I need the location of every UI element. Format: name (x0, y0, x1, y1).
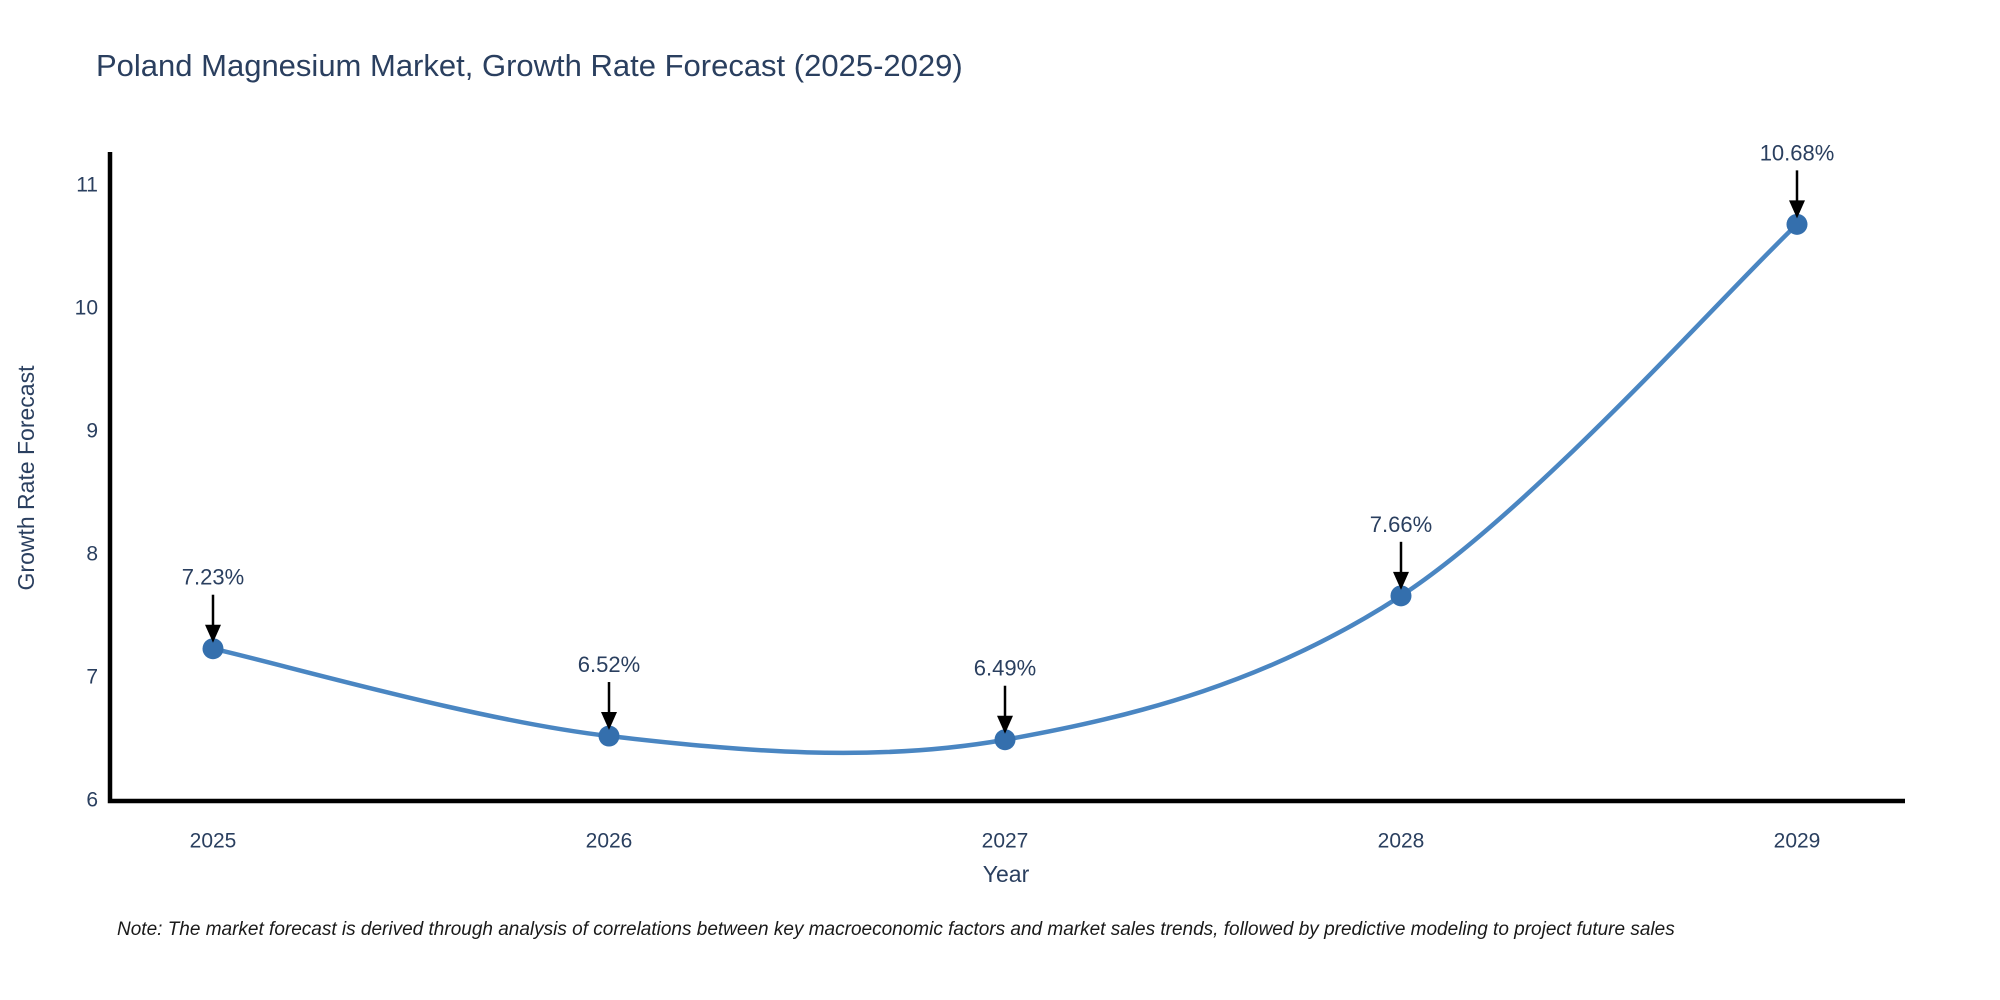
ytick-label-7: 7 (86, 666, 98, 689)
annotation-arrowhead (205, 624, 221, 643)
ytick-label-6: 6 (86, 789, 98, 812)
data-point-2028 (1390, 585, 1412, 607)
annotation-label: 6.49% (974, 656, 1036, 681)
forecast-line (210, 222, 1800, 756)
annotation-2027: 6.49% (974, 656, 1036, 734)
y-axis-ticks: 6 7 8 9 10 11 (75, 174, 98, 812)
data-points (202, 213, 1808, 751)
annotation-arrowhead (601, 712, 617, 731)
ytick-label-9: 9 (86, 420, 98, 443)
annotation-label: 7.23% (182, 565, 244, 590)
x-axis-title: Year (983, 861, 1030, 887)
forecast-spline (210, 222, 1800, 756)
annotation-arrowhead (1789, 200, 1805, 219)
x-axis-ticks: 2025 2026 2027 2028 2029 (190, 829, 1821, 852)
ytick-label-8: 8 (86, 543, 98, 566)
footnote: Note: The market forecast is derived thr… (117, 919, 1675, 940)
xtick-label-2025: 2025 (190, 829, 237, 852)
xtick-label-2027: 2027 (982, 829, 1029, 852)
annotation-arrowhead (1393, 571, 1409, 590)
annotation-2025: 7.23% (182, 565, 244, 643)
ytick-label-11: 11 (76, 174, 98, 197)
point-annotations: 7.23% 6.52% 6.49% 7.66% 10.68% (182, 140, 1835, 734)
annotation-2029: 10.68% (1760, 140, 1835, 219)
chart-title: Poland Magnesium Market, Growth Rate For… (96, 48, 963, 83)
data-point-2027 (994, 729, 1016, 751)
ytick-label-10: 10 (75, 297, 98, 320)
annotation-2028: 7.66% (1370, 512, 1432, 590)
data-point-2026 (598, 725, 620, 747)
annotation-label: 7.66% (1370, 512, 1432, 537)
xtick-label-2028: 2028 (1378, 829, 1425, 852)
data-point-2029 (1786, 213, 1808, 235)
xtick-label-2029: 2029 (1774, 829, 1821, 852)
y-axis-title: Growth Rate Forecast (13, 365, 39, 591)
annotation-label: 10.68% (1760, 140, 1835, 165)
annotation-label: 6.52% (578, 652, 640, 677)
xtick-label-2026: 2026 (586, 829, 633, 852)
data-point-2025 (202, 638, 224, 660)
axis-lines (107, 152, 1905, 804)
annotation-arrowhead (997, 715, 1013, 734)
axes (107, 152, 1905, 804)
annotation-2026: 6.52% (578, 652, 640, 731)
